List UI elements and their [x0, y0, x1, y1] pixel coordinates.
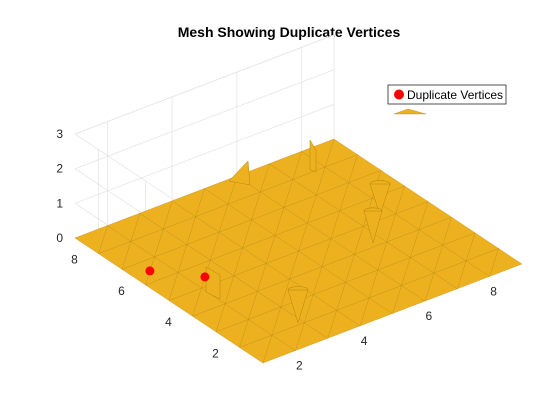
cone-b-body — [363, 210, 383, 244]
legend-surface-swatch — [393, 108, 427, 115]
x-tick-label: 4 — [361, 334, 368, 348]
z-tick-label: 2 — [56, 162, 63, 176]
mesh-face — [107, 213, 141, 242]
mesh-face — [171, 188, 205, 217]
duplicate-vertex-markers — [145, 266, 210, 282]
x-tick-label: 8 — [490, 284, 497, 298]
legend-box — [387, 84, 507, 105]
y-tick-label: 4 — [165, 315, 172, 329]
x-tick-label: 6 — [426, 309, 433, 323]
legend-marker — [394, 89, 404, 100]
z-tick-label: 3 — [56, 127, 63, 141]
mesh-surface — [74, 138, 523, 364]
back-edge — [74, 34, 335, 139]
y-tick-label: 8 — [71, 253, 78, 267]
cone-a-body — [369, 183, 391, 216]
mesh-face — [204, 175, 238, 205]
y-tick-label: 2 — [212, 346, 219, 360]
y-tick-label: 6 — [118, 284, 125, 298]
mesh-face — [74, 225, 108, 254]
z-tick-label: 1 — [56, 196, 63, 210]
cone-c-body — [287, 289, 309, 324]
chart-title: Mesh Showing Duplicate Vertices — [178, 24, 401, 40]
duplicate-vertex-point — [200, 272, 210, 282]
mesh-face — [139, 200, 173, 230]
spike-flap — [309, 139, 317, 173]
mesh-spikes — [205, 139, 391, 324]
spike-fin — [228, 160, 251, 186]
duplicate-vertex-point — [145, 266, 155, 276]
z-tick-label: 0 — [56, 231, 63, 245]
legend: Duplicate Vertices — [387, 84, 507, 105]
spike-flap-front — [205, 266, 221, 300]
x-tick-label: 2 — [296, 359, 303, 373]
mesh-face — [268, 151, 302, 180]
legend-label: Duplicate Vertices — [407, 88, 503, 102]
